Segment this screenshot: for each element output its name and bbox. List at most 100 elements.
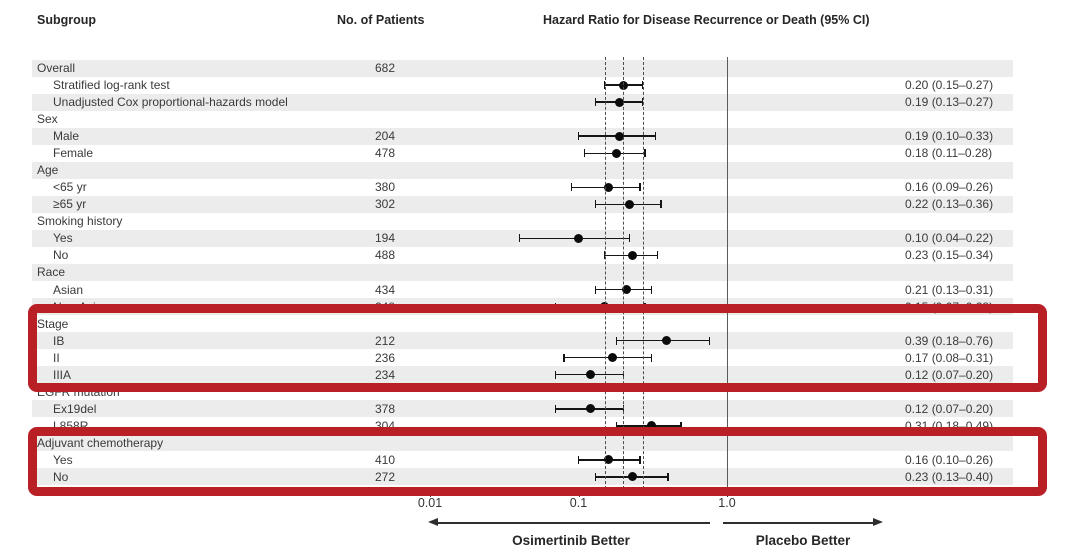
subgroup-label: Ex19del [53, 401, 97, 416]
ci-cap-left [518, 234, 521, 243]
ci-cap-left [571, 183, 573, 192]
hazard-ratio-ci-value: 0.19 (0.13–0.27) [905, 95, 994, 110]
subgroup-label: Stratified log-rank test [53, 78, 170, 93]
subgroup-label: Asian [53, 282, 84, 297]
table-row: No 488 0.23 (0.15–0.34) [32, 247, 1013, 264]
dashed-guide-line [604, 57, 606, 489]
hazard-ratio-ci-value: 0.20 (0.15–0.27) [905, 78, 994, 93]
table-row: Ex19del 378 0.12 (0.07–0.20) [32, 400, 1013, 418]
table-row: Stage [32, 315, 1013, 332]
table-row: Smoking history [32, 213, 1013, 230]
point-estimate-dot [608, 353, 618, 363]
point-estimate-dot [615, 97, 625, 107]
ci-cap-left [603, 251, 606, 260]
ci-cap-left [554, 404, 557, 413]
ci-cap-right [639, 183, 641, 192]
left-direction-label: Osimertinib Better [512, 533, 630, 548]
hazard-ratio-ci-value: 0.16 (0.10–0.26) [905, 452, 994, 467]
table-row: Race [32, 263, 1013, 281]
table-row: IIIA 234 0.12 (0.07–0.20) [32, 366, 1013, 384]
ci-cap-right [641, 81, 644, 90]
left-arrowhead-icon [428, 518, 438, 526]
subgroup-label: Adjuvant chemotherapy [37, 435, 164, 450]
ci-cap-left [577, 132, 580, 141]
table-row: Stratified log-rank test 0.20 (0.15–0.27) [32, 77, 1013, 94]
ci-cap-right [667, 472, 669, 481]
patients-count: 434 [375, 282, 396, 297]
patients-count: 272 [375, 469, 396, 484]
subgroup-label: Yes [53, 231, 73, 246]
patients-count: 478 [375, 146, 396, 161]
axis-tick-label: 0.1 [569, 496, 588, 510]
table-row: ≥65 yr 302 0.22 (0.13–0.36) [32, 195, 1013, 213]
point-estimate-dot [627, 250, 637, 260]
point-estimate-dot [604, 455, 614, 465]
ci-cap-left [594, 200, 597, 209]
hazard-ratio-ci-value: 0.23 (0.15–0.34) [905, 248, 994, 263]
ci-cap-left [554, 370, 557, 379]
ci-cap-right [708, 336, 710, 345]
axis-tick-label: 1.0 [718, 496, 736, 510]
ci-cap-left [563, 353, 565, 362]
patients-count: 488 [375, 248, 396, 263]
patients-count: 236 [375, 350, 396, 365]
patients-count: 204 [375, 129, 396, 144]
right-arrowhead-icon [873, 518, 883, 526]
subgroup-label: Overall [37, 61, 76, 76]
ci-cap-right [644, 149, 646, 158]
dashed-guide-line [642, 57, 644, 489]
hazard-ratio-ci-value: 0.12 (0.07–0.20) [905, 401, 994, 416]
subgroup-label: ≥65 yr [53, 197, 87, 212]
ci-cap-right [650, 285, 653, 294]
left-arrow-line [436, 522, 710, 524]
hazard-ratio-ci-value: 0.22 (0.13–0.36) [905, 197, 994, 212]
patients-count: 212 [375, 333, 396, 348]
column-header-subgroup: Subgroup [37, 13, 97, 27]
point-estimate-dot [621, 285, 631, 295]
table-row: No 272 0.23 (0.13–0.40) [32, 468, 1013, 486]
ci-cap-left [583, 149, 586, 158]
subgroup-label: Smoking history [37, 214, 123, 229]
table-row: Age [32, 161, 1013, 179]
ci-cap-left [594, 98, 597, 107]
point-estimate-dot [604, 182, 614, 192]
ci-cap-left [577, 455, 580, 464]
point-estimate-dot [661, 336, 671, 346]
ci-cap-left [615, 336, 618, 345]
subgroup-label: Race [37, 265, 66, 280]
hazard-ratio-ci-value: 0.17 (0.08–0.31) [905, 350, 994, 365]
dashed-guide-line [623, 57, 625, 489]
subgroup-label: Yes [53, 452, 73, 467]
table-row: II 236 0.17 (0.08–0.31) [32, 349, 1013, 366]
subgroup-label: IIIA [53, 367, 72, 382]
table-row: Sex [32, 111, 1013, 128]
ci-cap-left [594, 285, 597, 294]
ci-cap-right [656, 251, 659, 260]
hazard-ratio-ci-value: 0.10 (0.04–0.22) [905, 231, 994, 246]
point-estimate-dot [646, 421, 656, 431]
ci-cap-left [615, 421, 618, 430]
ci-cap-right [654, 132, 657, 141]
hazard-ratio-ci-value: 0.39 (0.18–0.76) [905, 333, 994, 348]
hazard-ratio-ci-value: 0.19 (0.10–0.33) [905, 129, 994, 144]
patients-count: 410 [375, 452, 396, 467]
patients-count: 378 [375, 401, 396, 416]
patients-count: 682 [375, 61, 396, 76]
patients-count: 302 [375, 197, 396, 212]
subgroup-label: Age [37, 163, 59, 178]
ci-whisker-line [564, 357, 652, 359]
table-row: Female 478 0.18 (0.11–0.28) [32, 145, 1013, 162]
subgroup-label: Male [53, 129, 80, 144]
ci-cap-right [639, 455, 641, 464]
hazard-ratio-ci-value: 0.21 (0.13–0.31) [905, 282, 994, 297]
axis-tick-label: 0.01 [417, 496, 443, 510]
right-direction-label: Placebo Better [755, 533, 851, 548]
point-estimate-dot [627, 472, 637, 482]
table-row: Male 204 0.19 (0.10–0.33) [32, 127, 1013, 145]
point-estimate-dot [585, 404, 595, 414]
ci-cap-right [641, 98, 644, 107]
column-header-patients: No. of Patients [337, 13, 425, 27]
adjuvant-chemo-highlight-box [28, 427, 1047, 496]
reference-line-hr-1 [727, 57, 728, 489]
